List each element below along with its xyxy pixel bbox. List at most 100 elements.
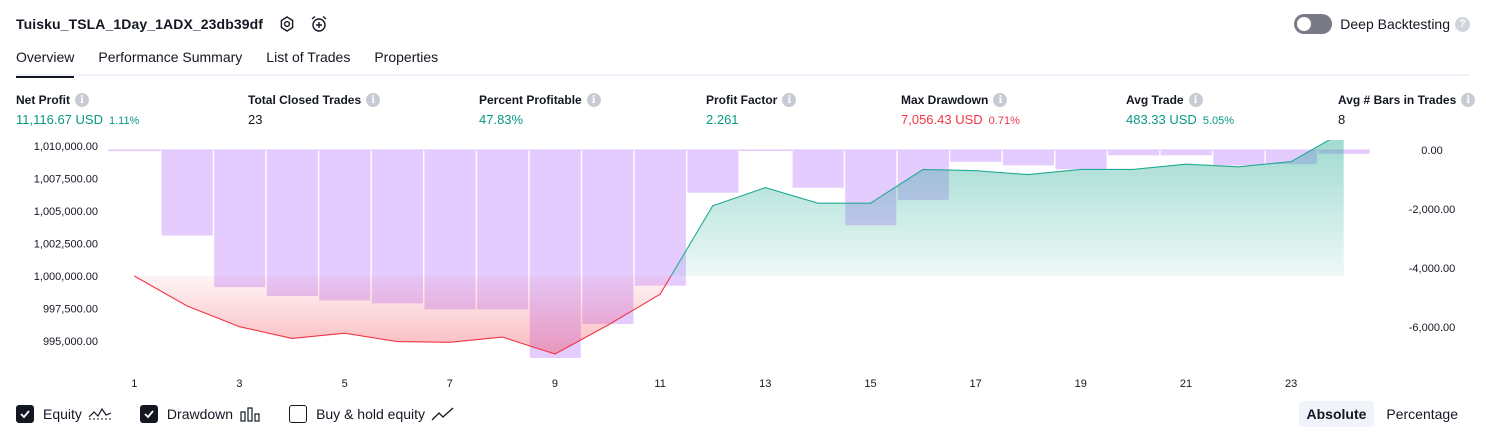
metric-value: 23 bbox=[248, 112, 263, 127]
deep-backtesting-toggle[interactable] bbox=[1294, 14, 1333, 34]
checkbox-unchecked[interactable] bbox=[289, 405, 308, 423]
x-axis-tick-label: 3 bbox=[236, 378, 242, 390]
equity-line-loss bbox=[134, 275, 672, 355]
buy-hold-label: Buy & hold equity bbox=[316, 406, 426, 422]
info-icon[interactable]: i bbox=[1461, 93, 1476, 107]
equity-checkbox[interactable]: Equity bbox=[16, 405, 112, 423]
info-icon[interactable]: i bbox=[366, 93, 381, 107]
metric-label: Net Profit bbox=[16, 93, 70, 107]
checkbox-checked[interactable] bbox=[16, 405, 34, 423]
left-axis-tick-label: 1,010,000.00 bbox=[34, 141, 98, 153]
x-axis-tick-label: 9 bbox=[552, 378, 558, 390]
right-axis-tick-label: -6,000.00 bbox=[1409, 322, 1455, 334]
tab-performance-summary[interactable]: Performance Summary bbox=[98, 49, 243, 65]
percentage-button[interactable]: Percentage bbox=[1386, 406, 1458, 422]
metric-sub-value: 0.71% bbox=[988, 115, 1020, 127]
right-axis-tick-label: -4,000.00 bbox=[1409, 263, 1455, 275]
metric-value: 2.261 bbox=[706, 112, 739, 127]
equity-drawdown-chart[interactable]: 1,010,000.00 1,007,500.00 1,005,000.00 1,00… bbox=[0, 140, 1486, 400]
metric-label: Avg Trade bbox=[1126, 93, 1184, 107]
drawdown-bar bbox=[634, 150, 686, 286]
x-axis-tick-label: 21 bbox=[1180, 378, 1192, 390]
metric-value: 11,116.67 USD bbox=[16, 112, 103, 127]
drawdown-label: Drawdown bbox=[166, 406, 234, 422]
drawdown-bar bbox=[1002, 150, 1054, 166]
info-icon[interactable]: i bbox=[75, 93, 89, 107]
info-icon[interactable]: i bbox=[993, 93, 1008, 107]
metric-value: 47.83% bbox=[479, 112, 524, 127]
drawdown-bar bbox=[266, 150, 318, 297]
drawdown-bar bbox=[1318, 150, 1370, 154]
right-axis-tick-label: 0.00 bbox=[1421, 145, 1442, 157]
left-axis-tick-label: 1,005,000.00 bbox=[34, 206, 98, 218]
drawdown-checkbox[interactable]: Drawdown bbox=[139, 405, 261, 423]
x-axis-tick-label: 7 bbox=[447, 378, 453, 390]
metric-sub-value: 5.05% bbox=[1202, 115, 1235, 127]
trend-line-icon bbox=[431, 407, 455, 421]
left-axis-tick-label: 1,002,500.00 bbox=[34, 239, 98, 251]
equity-line-icon bbox=[88, 407, 112, 421]
x-axis-tick-label: 23 bbox=[1285, 378, 1297, 390]
alarm-clock-plus-icon[interactable] bbox=[309, 14, 329, 34]
gear-icon[interactable] bbox=[277, 14, 297, 34]
buy-hold-checkbox[interactable]: Buy & hold equity bbox=[289, 405, 455, 423]
absolute-button[interactable]: Absolute bbox=[1298, 401, 1375, 427]
tab-properties[interactable]: Properties bbox=[374, 49, 439, 65]
metric-profit-factor: Profit Factor i 2.261 bbox=[706, 93, 797, 127]
tab-list-of-trades[interactable]: List of Trades bbox=[266, 49, 351, 65]
checkbox-checked[interactable] bbox=[139, 405, 158, 423]
metric-value: 7,056.43 USD bbox=[901, 112, 983, 127]
metric-label: Avg # Bars in Trades bbox=[1338, 93, 1457, 107]
info-icon[interactable]: i bbox=[782, 93, 797, 107]
x-axis-tick-label: 15 bbox=[864, 378, 876, 390]
deep-backtesting-label: Deep Backtesting bbox=[1340, 16, 1450, 32]
x-axis-tick-label: 11 bbox=[654, 378, 665, 390]
metric-percent-profitable: Percent Profitable i 47.83% bbox=[479, 93, 601, 127]
metric-sub-value: 1.11% bbox=[108, 115, 140, 127]
metrics-row: Net Profit i 11,116.67 USD 1.11% Total Clo… bbox=[0, 93, 1486, 133]
metric-label: Profit Factor bbox=[706, 93, 778, 107]
drawdown-bar bbox=[792, 150, 844, 188]
drawdown-bar bbox=[1213, 150, 1265, 166]
strategy-header: Tuisku_TSLA_1Day_1ADX_23db39df bbox=[16, 12, 329, 36]
info-icon[interactable]: i bbox=[1188, 93, 1203, 107]
left-axis-tick-label: 995,000.00 bbox=[43, 336, 98, 348]
equity-line-profit bbox=[670, 140, 1331, 277]
metric-value: 8 bbox=[1338, 112, 1346, 127]
metric-label: Percent Profitable bbox=[479, 93, 582, 107]
left-axis-tick-label: 1,007,500.00 bbox=[34, 174, 98, 186]
equity-label: Equity bbox=[43, 406, 82, 422]
bar-chart-icon bbox=[239, 406, 261, 422]
metric-net-profit: Net Profit i 11,116.67 USD 1.11% bbox=[16, 93, 139, 127]
drawdown-bar bbox=[950, 150, 1002, 162]
drawdown-bar bbox=[1108, 150, 1160, 156]
drawdown-bar bbox=[161, 150, 213, 236]
metric-value: 483.33 USD bbox=[1126, 112, 1197, 127]
equity-loss-area bbox=[134, 276, 671, 354]
help-icon[interactable]: ? bbox=[1455, 16, 1470, 32]
display-mode-switch: Absolute Percentage bbox=[1295, 401, 1467, 427]
metric-max-drawdown: Max Drawdown i 7,056.43 USD 0.71% bbox=[901, 93, 1020, 127]
strategy-title: Tuisku_TSLA_1Day_1ADX_23db39df bbox=[16, 16, 264, 32]
metric-total-closed-trades: Total Closed Trades i 23 bbox=[248, 93, 381, 127]
metric-avg-bars-in-trades: Avg # Bars in Trades i 8 bbox=[1338, 93, 1476, 127]
info-icon[interactable]: i bbox=[586, 93, 601, 107]
x-axis-tick-label: 5 bbox=[342, 378, 348, 390]
drawdown-bar bbox=[1055, 150, 1107, 170]
metric-label: Total Closed Trades bbox=[248, 93, 362, 107]
metric-label: Max Drawdown bbox=[901, 93, 989, 107]
x-axis-tick-label: 19 bbox=[1075, 378, 1087, 390]
drawdown-bar bbox=[109, 150, 161, 152]
tab-bar: Overview Performance Summary List of Tra… bbox=[16, 44, 1470, 78]
deep-backtesting-control: Deep Backtesting ? bbox=[1294, 12, 1470, 36]
drawdown-bar bbox=[214, 150, 266, 288]
right-axis-tick-label: -2,000.00 bbox=[1409, 204, 1455, 216]
left-axis-tick-label: 1,000,000.00 bbox=[34, 271, 98, 283]
metric-avg-trade: Avg Trade i 483.33 USD 5.05% bbox=[1126, 93, 1234, 127]
equity-profit-area bbox=[670, 140, 1344, 276]
chart-legend: Equity Drawdown Buy & hold equity bbox=[16, 403, 483, 425]
drawdown-bar bbox=[687, 150, 739, 193]
x-axis-tick-label: 1 bbox=[131, 378, 137, 390]
x-axis-tick-label: 17 bbox=[970, 378, 982, 390]
tab-overview[interactable]: Overview bbox=[16, 44, 75, 78]
